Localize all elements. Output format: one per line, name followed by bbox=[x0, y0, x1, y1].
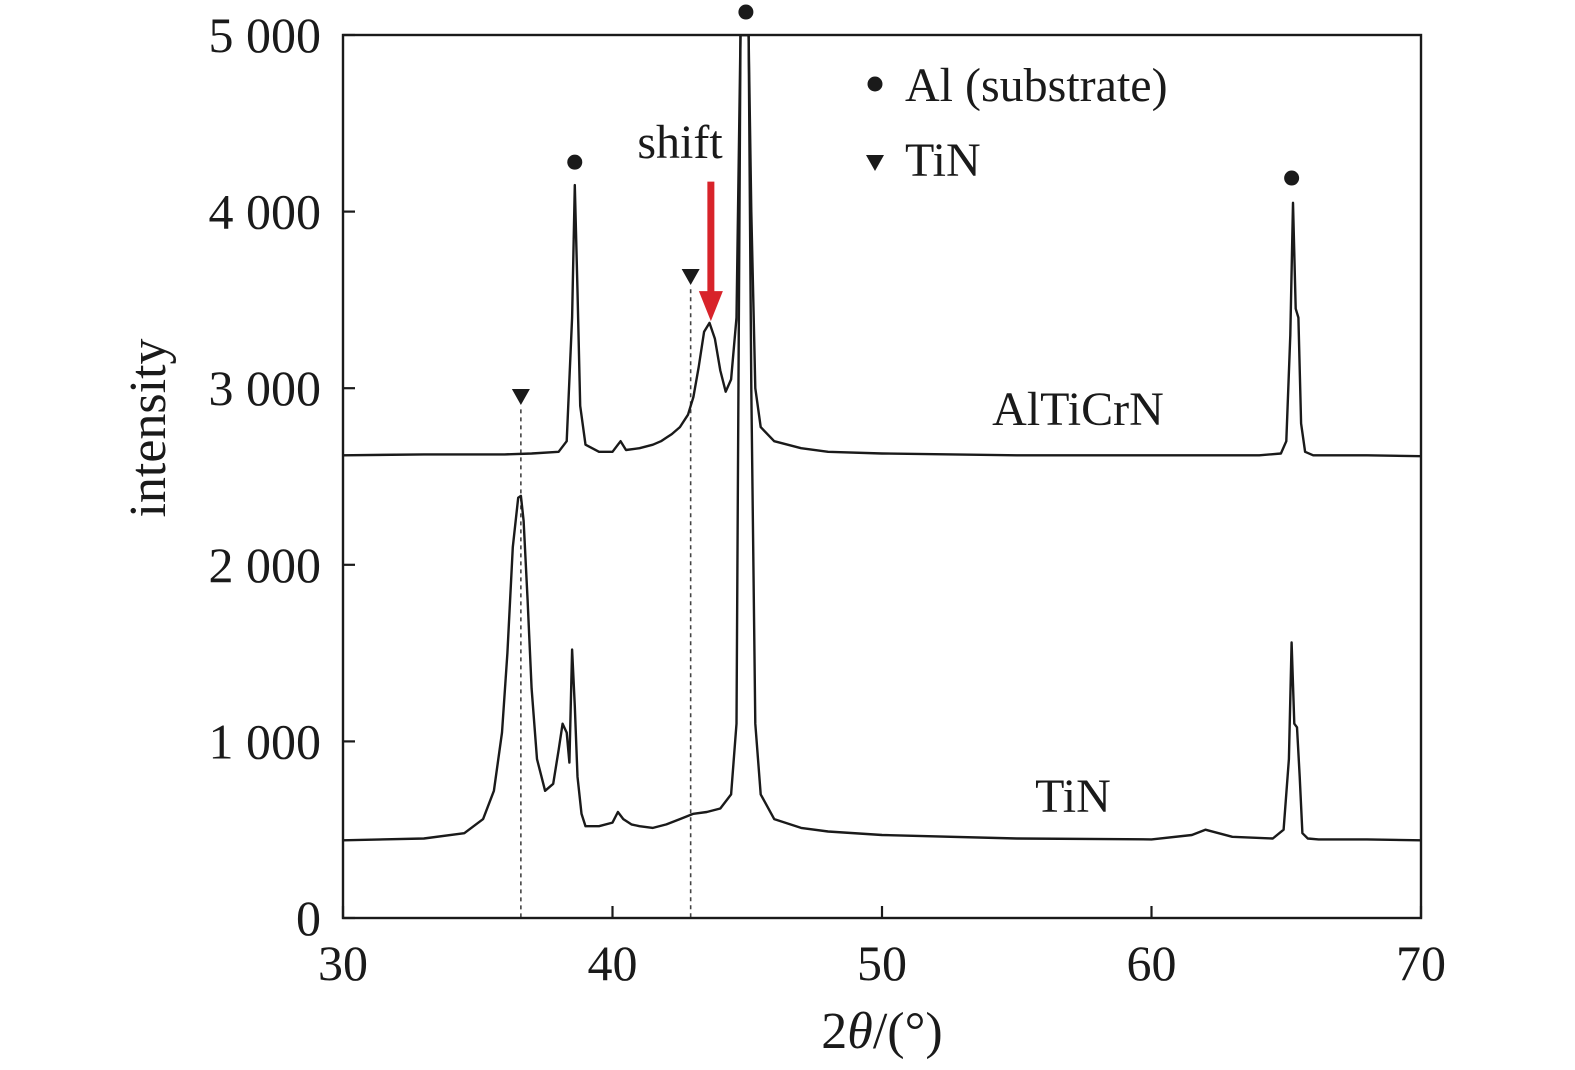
altcrn-series-label: AlTiCrN bbox=[992, 383, 1164, 436]
legend-triangle-marker bbox=[866, 155, 884, 171]
shift-label: shift bbox=[637, 116, 723, 169]
legend-circle-marker bbox=[867, 76, 883, 92]
tin-peak-triangle-marker bbox=[681, 268, 700, 285]
x-tick-label: 40 bbox=[588, 935, 638, 991]
legend-entry-tin: TiN bbox=[905, 134, 981, 187]
series-line-alticrn bbox=[343, 35, 1421, 458]
series-line-tin bbox=[343, 35, 1421, 842]
x-axis-title-suffix: /(°) bbox=[873, 1003, 943, 1060]
x-tick-label: 70 bbox=[1396, 935, 1446, 991]
x-tick-label: 60 bbox=[1127, 935, 1177, 991]
x-axis-title-prefix: 2 bbox=[821, 1003, 847, 1060]
plot-layer bbox=[343, 4, 1421, 918]
x-tick-label: 50 bbox=[857, 935, 907, 991]
tin-peak-triangle-marker bbox=[511, 389, 530, 406]
y-tick-label: 2 000 bbox=[209, 537, 322, 593]
legend-entry-al: Al (substrate) bbox=[905, 59, 1168, 112]
al-peak-circle-marker bbox=[738, 4, 754, 20]
y-tick-label: 4 000 bbox=[209, 184, 322, 240]
shift-arrow-head bbox=[698, 291, 723, 322]
axes-layer: 0 1 000 2 000 3 000 4 000 5 000 30 40 50 60 70 bbox=[209, 7, 1447, 991]
y-tick-label: 1 000 bbox=[209, 713, 322, 769]
y-tick-label: 0 bbox=[296, 890, 321, 946]
plot-frame bbox=[341, 33, 1423, 920]
legend: Al (substrate) TiN bbox=[866, 59, 1168, 187]
x-axis-title: 2θ/(°) bbox=[821, 1003, 942, 1060]
y-tick-label: 3 000 bbox=[209, 360, 322, 416]
x-tick-label: 30 bbox=[318, 935, 368, 991]
tin-series-label: TiN bbox=[1035, 770, 1111, 823]
al-peak-circle-marker bbox=[567, 154, 583, 170]
al-peak-circle-marker bbox=[1284, 170, 1300, 186]
y-axis-title: intensity bbox=[120, 338, 177, 517]
x-axis-title-theta: θ bbox=[847, 1003, 873, 1060]
y-tick-label: 5 000 bbox=[209, 7, 322, 63]
